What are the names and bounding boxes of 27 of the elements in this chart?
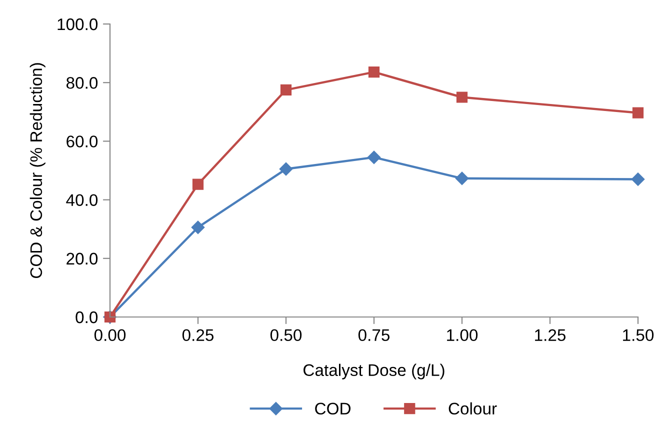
- point: [455, 172, 469, 185]
- x-tick-label: 0.50: [270, 329, 302, 342]
- x-tick-label: 0.25: [182, 329, 214, 342]
- point: [456, 92, 468, 103]
- legend-label: Colour: [448, 402, 497, 415]
- point: [631, 172, 645, 186]
- point: [192, 178, 204, 190]
- y-tick-label: 20.0: [66, 252, 98, 265]
- point: [280, 84, 292, 96]
- legend-label: COD: [315, 402, 351, 415]
- point: [279, 162, 293, 176]
- x-tick-label: 1.25: [535, 329, 566, 342]
- y-tick-label: 100.0: [58, 18, 98, 30]
- x-tick-label: 0.75: [358, 329, 390, 342]
- y-tick-label: 0.0: [76, 311, 98, 324]
- point: [368, 66, 380, 78]
- y-tick-label: 40.0: [66, 194, 98, 206]
- x-tick-label: 1.50: [623, 329, 654, 342]
- point: [191, 220, 205, 234]
- point: [367, 150, 381, 164]
- y-tick-label: 60.0: [66, 136, 98, 148]
- y-axis-title: COD & Colour (% Reduction): [30, 63, 46, 278]
- x-tick-label: 0.00: [94, 329, 126, 342]
- x-tick-label: 1.00: [447, 329, 478, 342]
- point: [632, 107, 644, 118]
- y-tick-label: 80.0: [66, 77, 98, 89]
- x-axis-title: Catalyst Dose (g/L): [304, 364, 444, 380]
